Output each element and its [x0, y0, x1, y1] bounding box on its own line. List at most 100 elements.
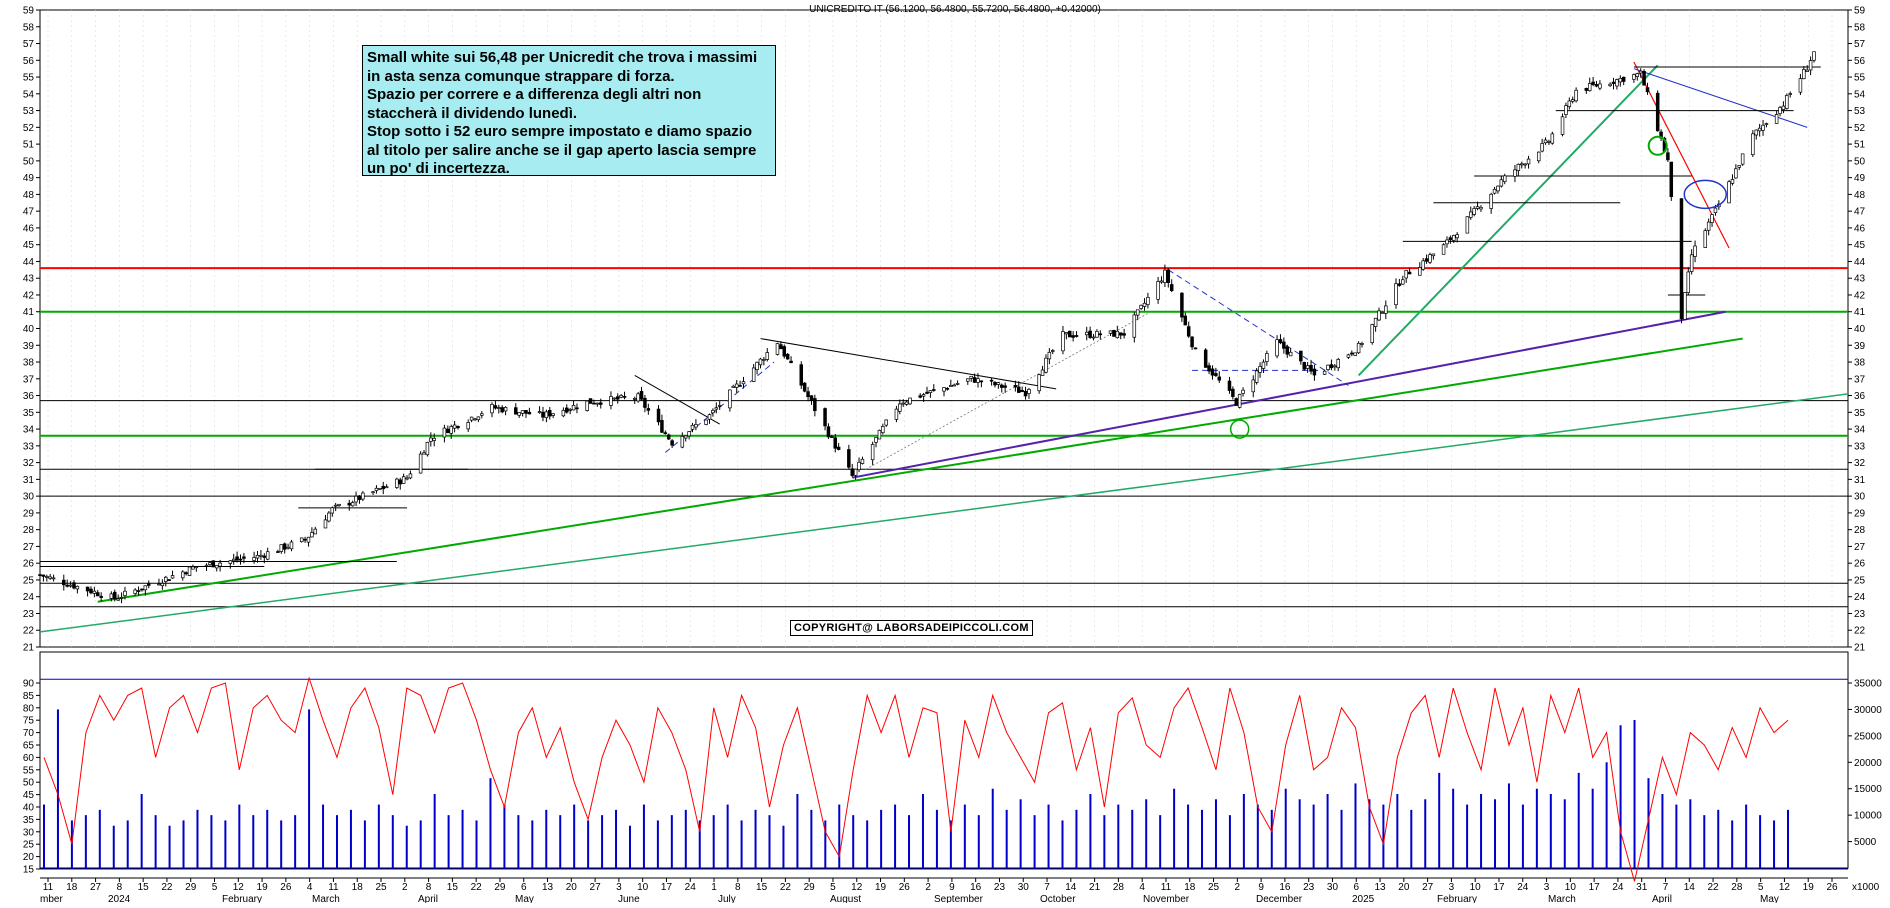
x-day-label: 6 [1353, 882, 1359, 893]
candle-body [1740, 153, 1745, 165]
x-day-label: 26 [280, 882, 292, 893]
candle-body [1132, 314, 1137, 338]
candle-body [265, 551, 270, 560]
candle-body [323, 519, 328, 529]
candle-body [1169, 284, 1174, 292]
candle-body [1642, 71, 1646, 86]
volume-bar [1159, 815, 1162, 868]
x-month-label: November [1143, 894, 1190, 903]
volume-bar [1689, 799, 1692, 868]
volume-bar [531, 820, 534, 868]
y-tick-label-left: 41 [23, 307, 35, 318]
long-term-support-line [39, 393, 1849, 633]
x-day-label: 18 [352, 882, 364, 893]
x-day-label: 5 [1758, 882, 1764, 893]
volume-bar [949, 820, 952, 868]
volume-bar [838, 804, 841, 868]
y-tick-label-left: 30 [23, 492, 35, 503]
candle-body [1020, 390, 1024, 393]
volume-bar [852, 815, 855, 868]
volume-bar [1745, 804, 1748, 868]
candle-body [1397, 283, 1402, 286]
candle-body [663, 432, 668, 435]
candle-body [1288, 351, 1293, 357]
y-tick-label-left: 39 [23, 341, 35, 352]
osc-tick-label: 85 [23, 691, 35, 702]
candle-body [1142, 302, 1147, 307]
y-tick-label-left: 24 [23, 592, 35, 603]
candle-body [741, 381, 746, 385]
x-day-label: 29 [185, 882, 197, 893]
volume-bar [1131, 809, 1134, 868]
candle-body [347, 502, 352, 506]
y-tick-label-left: 53 [23, 106, 35, 117]
candle-body [1159, 280, 1164, 283]
volume-bar [475, 820, 478, 868]
osc-tick-label: 80 [23, 703, 35, 714]
candle-body [1333, 365, 1337, 368]
candle-body [1251, 379, 1256, 393]
candle-body [670, 440, 674, 446]
y-tick-label-left: 51 [23, 140, 35, 151]
volume-bar [1605, 762, 1608, 868]
x-day-label: 25 [375, 882, 387, 893]
candle-body [163, 576, 168, 582]
y-tick-label-right: 52 [1854, 123, 1866, 134]
candle-body [1516, 163, 1521, 171]
volume-bar [1061, 820, 1064, 868]
volume-bar [1507, 783, 1510, 868]
volume-bar [56, 709, 59, 868]
candle-body [96, 592, 100, 597]
candle-body [1067, 330, 1072, 338]
volume-bar [1173, 788, 1176, 868]
candle-body [333, 504, 338, 507]
x-day-label: 5 [212, 882, 218, 893]
volume-bar [224, 820, 227, 868]
y-tick-label-left: 36 [23, 391, 35, 402]
x-month-label: May [1760, 894, 1779, 903]
candle-body [306, 536, 311, 543]
candle-body [639, 391, 644, 400]
candle-body [734, 383, 739, 388]
candle-body [116, 598, 120, 601]
candle-body [881, 426, 885, 434]
candle-body [191, 566, 195, 570]
candle-body [537, 411, 542, 413]
candle-body [214, 565, 219, 569]
candle-body [755, 361, 759, 371]
candle-body [497, 407, 501, 409]
candle-body [184, 572, 188, 575]
candle-body [1706, 221, 1711, 231]
volume-bar [43, 804, 45, 868]
x-day-label: 4 [1139, 882, 1145, 893]
x-day-label: 31 [1636, 882, 1648, 893]
note-line: Small white sui 56,48 per Unicredit che … [367, 49, 758, 66]
candle-body [65, 584, 69, 587]
candle-body [1278, 339, 1283, 344]
volume-bar [1424, 799, 1427, 868]
osc-tick-label: 65 [23, 741, 35, 752]
volume-bar [921, 794, 924, 868]
osc-tick-label: 90 [23, 679, 35, 690]
y-tick-label-right: 39 [1854, 341, 1866, 352]
candle-body [1540, 143, 1544, 152]
y-tick-label-left: 43 [23, 274, 35, 285]
volume-bar [1759, 815, 1762, 868]
x-day-label: 25 [1208, 882, 1220, 893]
candle-body [1017, 386, 1021, 393]
candle-body [1299, 350, 1303, 362]
volume-bar [1773, 820, 1776, 868]
candle-body [422, 452, 426, 455]
x-day-label: 29 [494, 882, 506, 893]
y-tick-label-right: 31 [1854, 475, 1866, 486]
volume-bar [1256, 804, 1259, 868]
x-day-label: 16 [1279, 882, 1291, 893]
volume-bar [1312, 804, 1315, 868]
candle-body [568, 409, 572, 411]
y-tick-label-right: 33 [1854, 441, 1866, 452]
candle-body [327, 512, 331, 522]
candle-body [1380, 312, 1385, 314]
candle-body [833, 437, 837, 449]
candle-body [167, 579, 171, 581]
volume-bar [308, 709, 311, 868]
